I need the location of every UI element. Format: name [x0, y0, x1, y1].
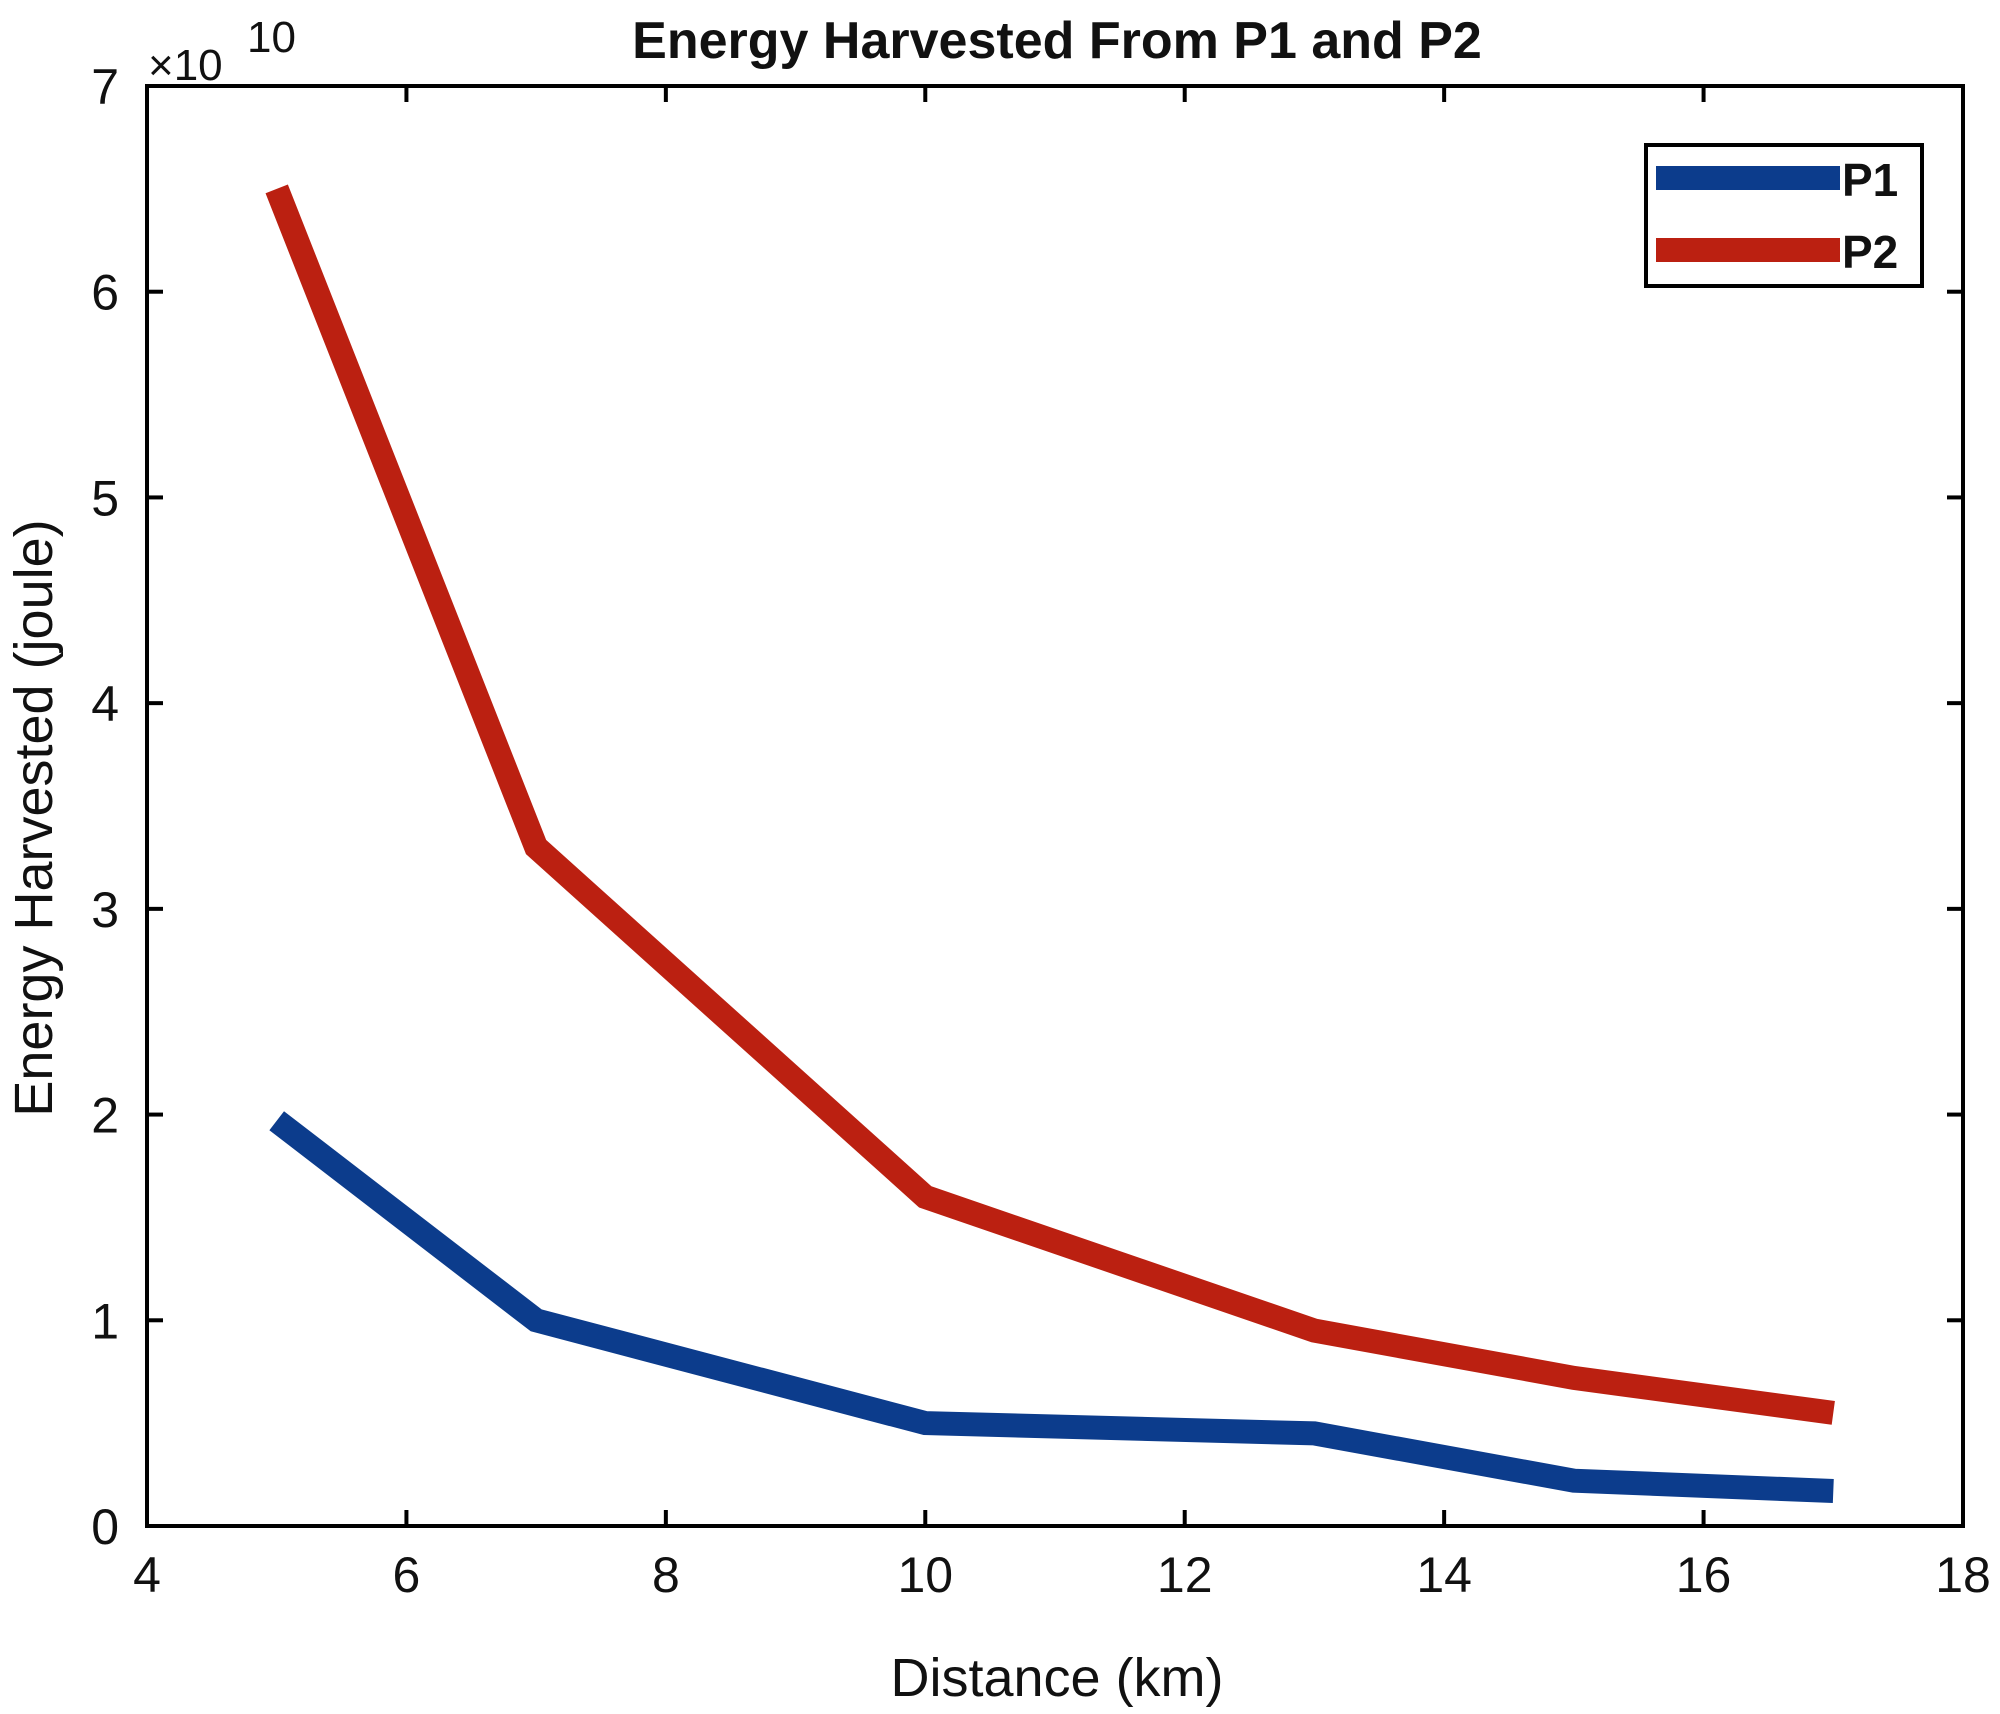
- y-multiplier: ×10: [148, 41, 223, 90]
- axes-box: [145, 84, 1965, 1528]
- legend-label-p2: P2: [1842, 226, 1898, 278]
- x-tick-label-8: 8: [652, 1547, 680, 1603]
- x-tick-label-16: 16: [1676, 1547, 1732, 1603]
- y-tick-label-0: 0: [91, 1499, 119, 1555]
- series-line-p2: [265, 184, 1835, 1425]
- y-tick-label-6: 6: [91, 265, 119, 321]
- x-tick-label-14: 14: [1416, 1547, 1472, 1603]
- x-tick-label-6: 6: [393, 1547, 421, 1603]
- legend-label-p1: P1: [1842, 154, 1898, 206]
- y-axis-label: Energy Harvested (joule): [4, 519, 64, 1116]
- y-tick-label-1: 1: [91, 1293, 119, 1349]
- y-exponent-label: ×10 10: [148, 13, 296, 90]
- x-tick-label-18: 18: [1935, 1547, 1991, 1603]
- x-tick-label-4: 4: [133, 1547, 161, 1603]
- chart-title: Energy Harvested From P1 and P2: [632, 12, 1482, 70]
- y-multiplier-exponent: 10: [247, 13, 296, 62]
- y-tick-label-3: 3: [91, 882, 119, 938]
- x-tick-label-10: 10: [897, 1547, 953, 1603]
- legend: P1 P2: [1644, 143, 1924, 288]
- y-tick-label-2: 2: [91, 1088, 119, 1144]
- y-tick-label-5: 5: [91, 470, 119, 526]
- y-tick-label-4: 4: [91, 676, 119, 732]
- x-axis-label: Distance (km): [890, 1648, 1223, 1708]
- x-tick-label-12: 12: [1157, 1547, 1213, 1603]
- y-tick-label-7: 7: [91, 59, 119, 115]
- series-line-p1: [269, 1111, 1834, 1503]
